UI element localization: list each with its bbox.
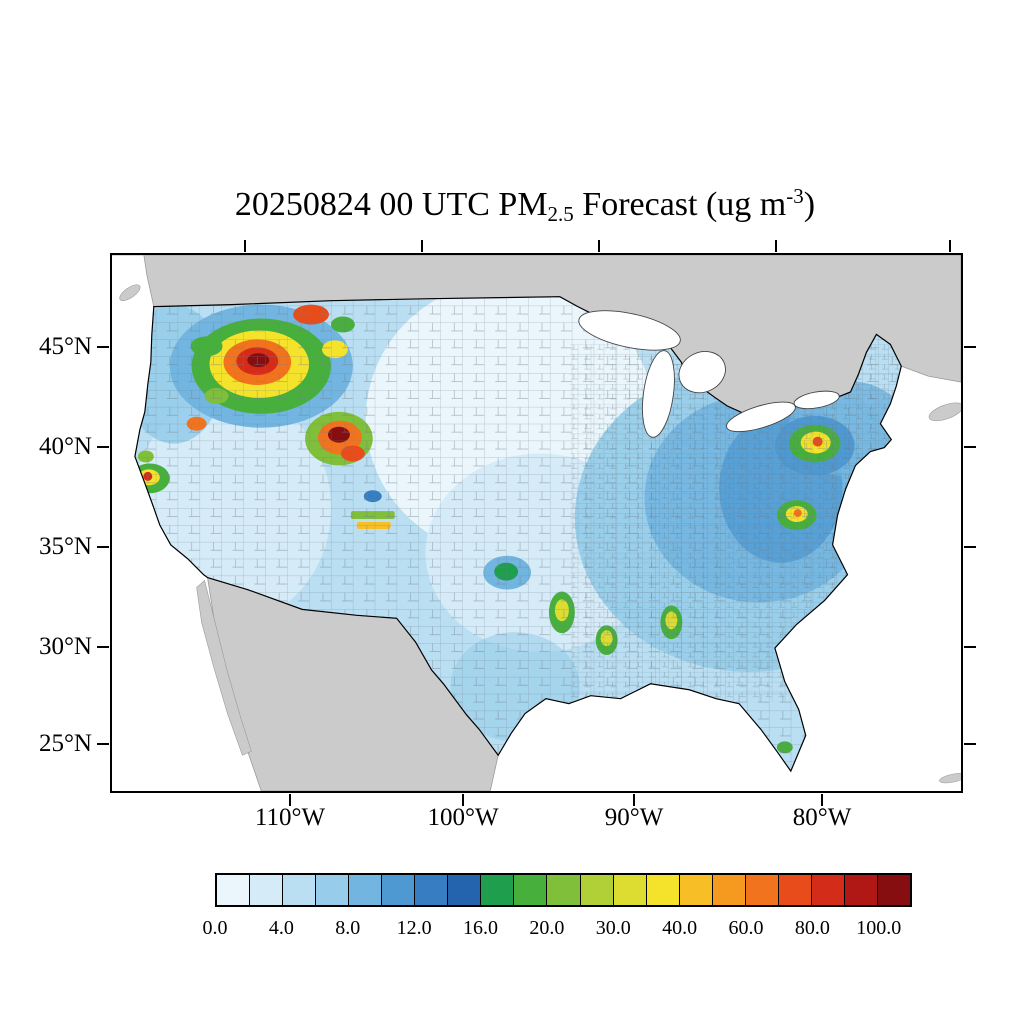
colorbar-tick-label: 8.0 bbox=[335, 917, 361, 939]
axis-tick bbox=[462, 794, 464, 806]
axis-tick bbox=[97, 646, 109, 648]
cuba bbox=[939, 773, 961, 784]
great-lakes bbox=[578, 310, 840, 438]
map-panel bbox=[110, 253, 963, 793]
colorbar-tick-label: 20.0 bbox=[529, 917, 565, 939]
axis-tick bbox=[421, 240, 423, 252]
title-suffix: ) bbox=[803, 186, 816, 223]
colorbar-swatch bbox=[283, 875, 317, 905]
colorbar-tick-label: 60.0 bbox=[728, 917, 764, 939]
colorbar-tick-label: 16.0 bbox=[463, 917, 499, 939]
colorbar-swatch bbox=[514, 875, 548, 905]
colorbar-swatch bbox=[745, 875, 779, 905]
axis-tick bbox=[97, 546, 109, 548]
lon-label-80w: 80°W bbox=[792, 804, 852, 831]
colorbar-swatch bbox=[844, 875, 878, 905]
axis-tick bbox=[964, 546, 976, 548]
title-mid: Forecast (ug m bbox=[573, 186, 787, 223]
colorbar-swatch bbox=[316, 875, 350, 905]
nova-scotia bbox=[928, 402, 961, 422]
axis-tick bbox=[964, 743, 976, 745]
colorbar-tick-label: 40.0 bbox=[662, 917, 698, 939]
colorbar-tick-label: 100.0 bbox=[856, 917, 902, 939]
us-outline bbox=[134, 296, 902, 773]
axis-tick bbox=[821, 794, 823, 806]
axis-tick bbox=[97, 743, 109, 745]
colorbar-swatch bbox=[580, 875, 614, 905]
lat-label-25n: 25°N bbox=[38, 730, 92, 757]
colorbar-swatches bbox=[215, 873, 912, 907]
colorbar-tick-label: 4.0 bbox=[268, 917, 294, 939]
colorbar: 0.0 4.0 8.0 12.0 16.0 20.0 30.0 40.0 60.0 80.0 100… bbox=[203, 873, 912, 939]
lat-label-45n: 45°N bbox=[38, 333, 92, 360]
colorbar-swatch bbox=[349, 875, 383, 905]
lake-michigan bbox=[641, 350, 675, 438]
axis-tick bbox=[775, 240, 777, 252]
lat-label-40n: 40°N bbox=[38, 433, 92, 460]
colorbar-swatch bbox=[415, 875, 449, 905]
axis-tick bbox=[964, 346, 976, 348]
axis-tick bbox=[949, 240, 951, 252]
colorbar-swatch bbox=[481, 875, 515, 905]
lat-label-30n: 30°N bbox=[38, 633, 92, 660]
colorbar-tick-label: 12.0 bbox=[396, 917, 432, 939]
colorbar-swatch bbox=[250, 875, 284, 905]
colorbar-swatch bbox=[613, 875, 647, 905]
us-pm25-map bbox=[112, 255, 961, 791]
colorbar-swatch bbox=[547, 875, 581, 905]
lake-huron bbox=[678, 351, 726, 394]
axis-tick bbox=[97, 346, 109, 348]
vancouver-island bbox=[119, 284, 141, 301]
axis-tick bbox=[964, 446, 976, 448]
lon-label-110w: 110°W bbox=[254, 804, 326, 831]
axis-tick bbox=[97, 446, 109, 448]
axis-tick bbox=[633, 794, 635, 806]
lon-label-90w: 90°W bbox=[604, 804, 664, 831]
lake-ontario bbox=[793, 390, 840, 410]
colorbar-swatch bbox=[448, 875, 482, 905]
colorbar-swatch bbox=[679, 875, 713, 905]
lake-superior bbox=[578, 310, 681, 351]
colorbar-swatch bbox=[712, 875, 746, 905]
colorbar-swatch bbox=[877, 875, 910, 905]
title-prefix: 20250824 00 UTC PM bbox=[234, 186, 548, 223]
colorbar-swatch bbox=[646, 875, 680, 905]
axis-tick bbox=[598, 240, 600, 252]
colorbar-swatch bbox=[778, 875, 812, 905]
axis-tick bbox=[289, 794, 291, 806]
lat-label-35n: 35°N bbox=[38, 533, 92, 560]
colorbar-tick-label: 0.0 bbox=[202, 917, 228, 939]
title-subscript: 2.5 bbox=[547, 202, 574, 226]
colorbar-swatch bbox=[811, 875, 845, 905]
colorbar-swatch bbox=[382, 875, 416, 905]
title-superscript: -3 bbox=[786, 184, 804, 208]
colorbar-swatch bbox=[217, 875, 251, 905]
figure-title: 20250824 00 UTC PM2.5 Forecast (ug m-3) bbox=[85, 184, 965, 227]
baja-california bbox=[196, 580, 252, 756]
colorbar-tick-label: 30.0 bbox=[595, 917, 631, 939]
lon-label-100w: 100°W bbox=[427, 804, 499, 831]
axis-tick bbox=[964, 646, 976, 648]
colorbar-tick-label: 80.0 bbox=[794, 917, 830, 939]
axis-tick bbox=[244, 240, 246, 252]
